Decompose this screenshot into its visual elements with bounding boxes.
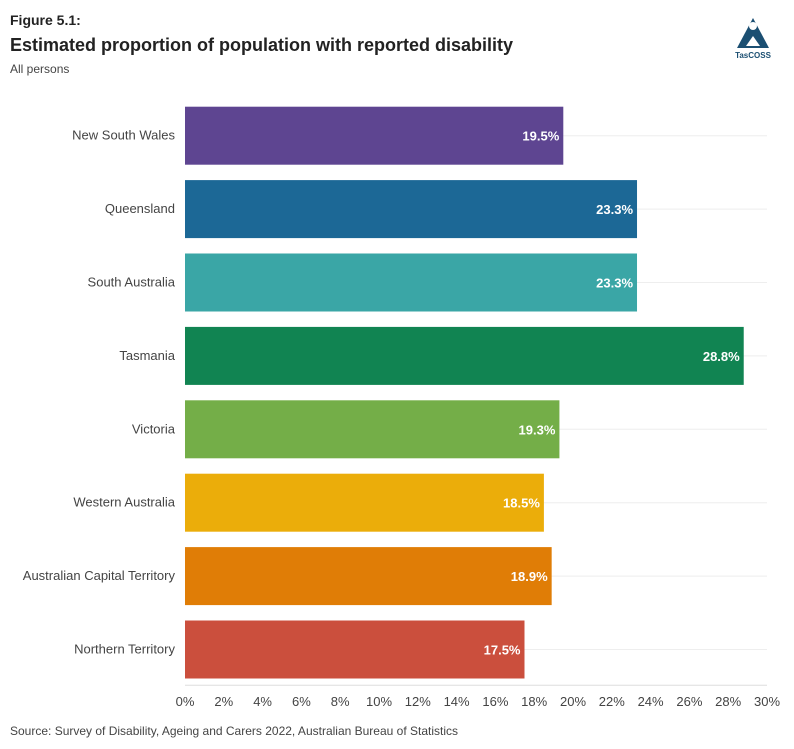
bar [185, 547, 552, 606]
x-tick-label: 26% [676, 694, 702, 709]
data-label: 18.9% [511, 569, 548, 584]
bar [185, 180, 638, 239]
category-label: Western Australia [73, 495, 175, 510]
x-tick-label: 28% [715, 694, 741, 709]
chart-subtitle: All persons [10, 62, 70, 76]
data-label: 18.5% [503, 496, 540, 511]
data-label: 19.5% [522, 129, 559, 144]
category-label: Victoria [132, 421, 176, 436]
bar-chart: New South Wales 19.5% Queensland 23.3% South… [23, 106, 780, 709]
category-label: Northern Territory [74, 642, 175, 657]
data-label: 23.3% [596, 276, 633, 291]
data-label: 23.3% [596, 202, 633, 217]
bar [185, 253, 638, 312]
bar [185, 473, 544, 532]
category-label: New South Wales [72, 128, 175, 143]
category-label: Australian Capital Territory [23, 568, 176, 583]
x-tick-label: 4% [253, 694, 272, 709]
x-tick-label: 14% [444, 694, 470, 709]
category-label: Queensland [105, 201, 175, 216]
x-tick-label: 2% [214, 694, 233, 709]
x-tick-label: 24% [638, 694, 664, 709]
x-tick-label: 0% [176, 694, 195, 709]
x-tick-label: 20% [560, 694, 586, 709]
source-note: Source: Survey of Disability, Ageing and… [10, 724, 459, 738]
data-label: 17.5% [484, 643, 521, 658]
category-label: South Australia [88, 275, 176, 290]
figure-label: Figure 5.1: [10, 12, 81, 28]
x-tick-label: 18% [521, 694, 547, 709]
chart-title: Estimated proportion of population with … [10, 35, 513, 55]
x-tick-label: 8% [331, 694, 350, 709]
data-label: 19.3% [519, 422, 556, 437]
tascoss-logo-icon: TasCOSS [735, 18, 772, 60]
x-tick-label: 10% [366, 694, 392, 709]
x-tick-label: 12% [405, 694, 431, 709]
svg-text:TasCOSS: TasCOSS [735, 51, 772, 60]
x-tick-label: 22% [599, 694, 625, 709]
bar [185, 400, 560, 459]
bar [185, 326, 744, 385]
x-tick-label: 16% [482, 694, 508, 709]
data-label: 28.8% [703, 349, 740, 364]
x-tick-label: 30% [754, 694, 780, 709]
category-label: Tasmania [119, 348, 175, 363]
bar [185, 620, 525, 679]
x-tick-label: 6% [292, 694, 311, 709]
bar [185, 106, 564, 165]
